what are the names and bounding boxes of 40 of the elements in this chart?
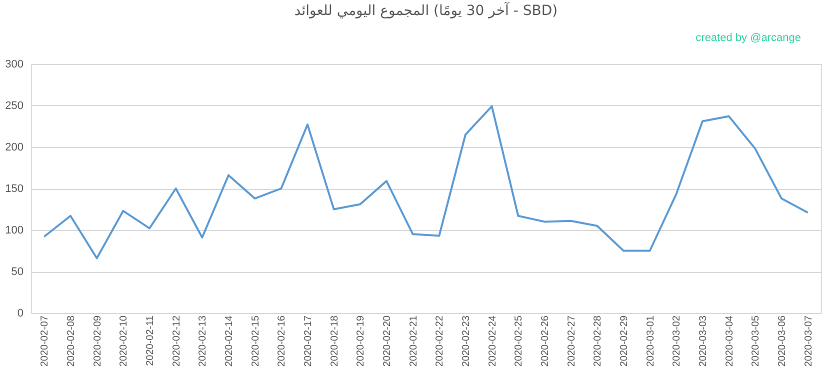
x-tick-label: 2020-03-02 xyxy=(672,315,683,367)
y-tick-label: 100 xyxy=(5,224,24,236)
x-tick-label: 2020-02-12 xyxy=(171,315,182,367)
x-tick-label: 2020-02-16 xyxy=(276,315,288,367)
x-tick-label: 2020-02-14 xyxy=(224,315,235,367)
x-tick-label: 2020-02-17 xyxy=(303,315,314,367)
y-tick-label: 300 xyxy=(5,58,24,70)
chart-title: المجموع اليومي للعوائد (آخر 30 يومًا - SBD) xyxy=(294,1,558,19)
y-tick-label: 250 xyxy=(5,100,24,112)
x-tick-label: 2020-02-21 xyxy=(408,315,420,367)
x-tick-label: 2020-03-04 xyxy=(724,315,736,367)
x-tick-label: 2020-02-15 xyxy=(250,315,262,367)
x-tick-label: 2020-02-25 xyxy=(514,315,525,367)
x-tick-label: 2020-03-07 xyxy=(803,315,814,367)
x-tick-label: 2020-02-07 xyxy=(40,315,51,367)
x-tick-label: 2020-02-28 xyxy=(592,315,604,367)
x-tick-label: 2020-02-13 xyxy=(198,315,209,367)
text: created by @arcange xyxy=(696,32,801,44)
x-tick-label: 2020-02-26 xyxy=(540,315,551,367)
x-tick-label: 2020-02-23 xyxy=(461,315,472,367)
x-tick-label: 2020-02-29 xyxy=(619,315,630,367)
y-tick-label: 0 xyxy=(17,308,24,320)
x-tick-label: 2020-02-08 xyxy=(66,315,77,367)
x-tick-label: 2020-03-06 xyxy=(777,315,788,367)
line-series xyxy=(43,105,809,260)
x-tick-label: 2020-02-10 xyxy=(118,315,130,367)
x-tick-label: 2020-02-11 xyxy=(145,315,156,366)
x-tick-label: 2020-02-27 xyxy=(566,315,578,367)
y-tick-label: 50 xyxy=(11,266,24,278)
x-tick-label: 2020-02-24 xyxy=(487,315,498,367)
x-tick-label: 2020-02-19 xyxy=(356,315,367,367)
x-tick-label: 2020-03-01 xyxy=(645,315,656,367)
x-tick-label: 2020-02-18 xyxy=(329,315,340,367)
x-tick-label: 2020-02-09 xyxy=(92,315,104,367)
x-tick-label: 2020-03-03 xyxy=(698,315,709,367)
x-tick-label: 2020-02-20 xyxy=(382,315,393,367)
x-tick-label: 2020-03-05 xyxy=(750,315,762,367)
y-tick-label: 150 xyxy=(5,183,24,195)
y-tick-label: 200 xyxy=(5,142,24,154)
x-tick-label: 2020-02-22 xyxy=(434,315,446,367)
